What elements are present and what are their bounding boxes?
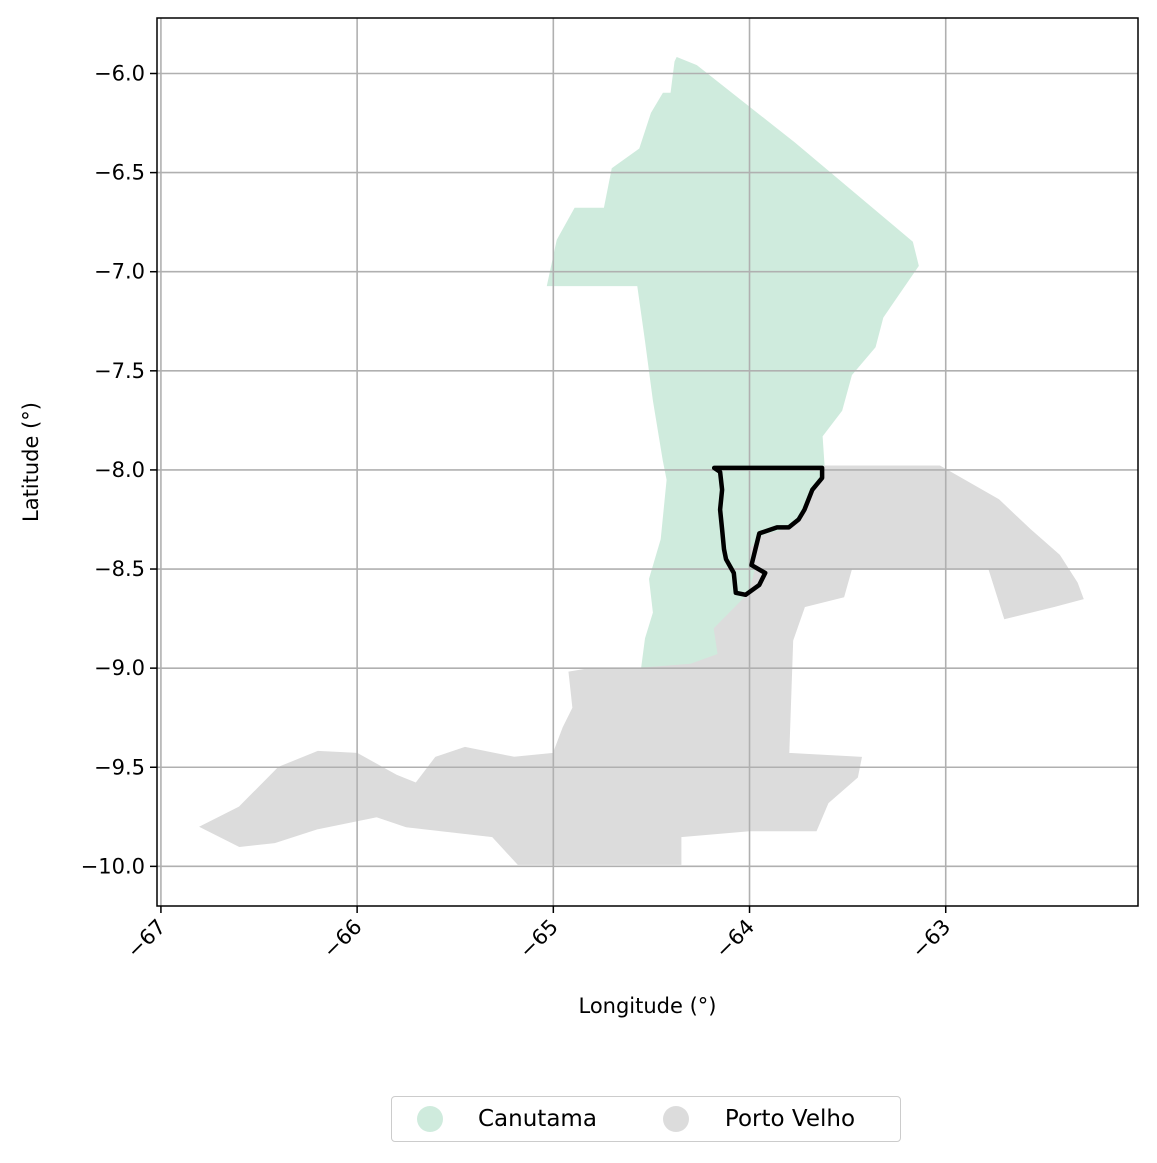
- y-tick-label: −7.5: [94, 359, 145, 383]
- x-tick-label: −64: [711, 915, 759, 963]
- legend-item-canutama: Canutama: [417, 1106, 597, 1132]
- axes-frame: [156, 17, 1139, 907]
- x-tick-label: −66: [318, 915, 366, 963]
- legend-marker-canutama: [417, 1106, 443, 1132]
- regions-layer: [199, 56, 1084, 865]
- highlight-layer: [711, 465, 825, 598]
- x-tick-label: −63: [907, 915, 955, 963]
- x-axis-title: Longitude (°): [578, 994, 716, 1018]
- highlight-boundary: [711, 465, 825, 598]
- y-tick-label: −9.5: [94, 755, 145, 779]
- y-axis-title: Latitude (°): [19, 402, 43, 522]
- grid-lines: [157, 18, 1138, 906]
- legend-label-porto-velho: Porto Velho: [724, 1106, 856, 1132]
- legend: Canutama Porto Velho: [391, 1096, 901, 1142]
- y-tick-label: −8.5: [94, 557, 145, 581]
- x-tick-label: −65: [515, 915, 563, 963]
- y-tick-label: −6.0: [94, 62, 145, 86]
- y-tick-label: −8.0: [94, 458, 145, 482]
- legend-label-canutama: Canutama: [478, 1106, 597, 1132]
- y-tick-label: −10.0: [81, 854, 145, 878]
- x-tick-label: −67: [122, 915, 170, 963]
- y-tick-label: −6.5: [94, 161, 145, 185]
- legend-marker-porto-velho: [662, 1106, 689, 1132]
- legend-item-porto-velho: Porto Velho: [662, 1106, 856, 1132]
- y-tick-label: −9.0: [94, 656, 145, 680]
- y-tick-label: −7.0: [94, 260, 145, 284]
